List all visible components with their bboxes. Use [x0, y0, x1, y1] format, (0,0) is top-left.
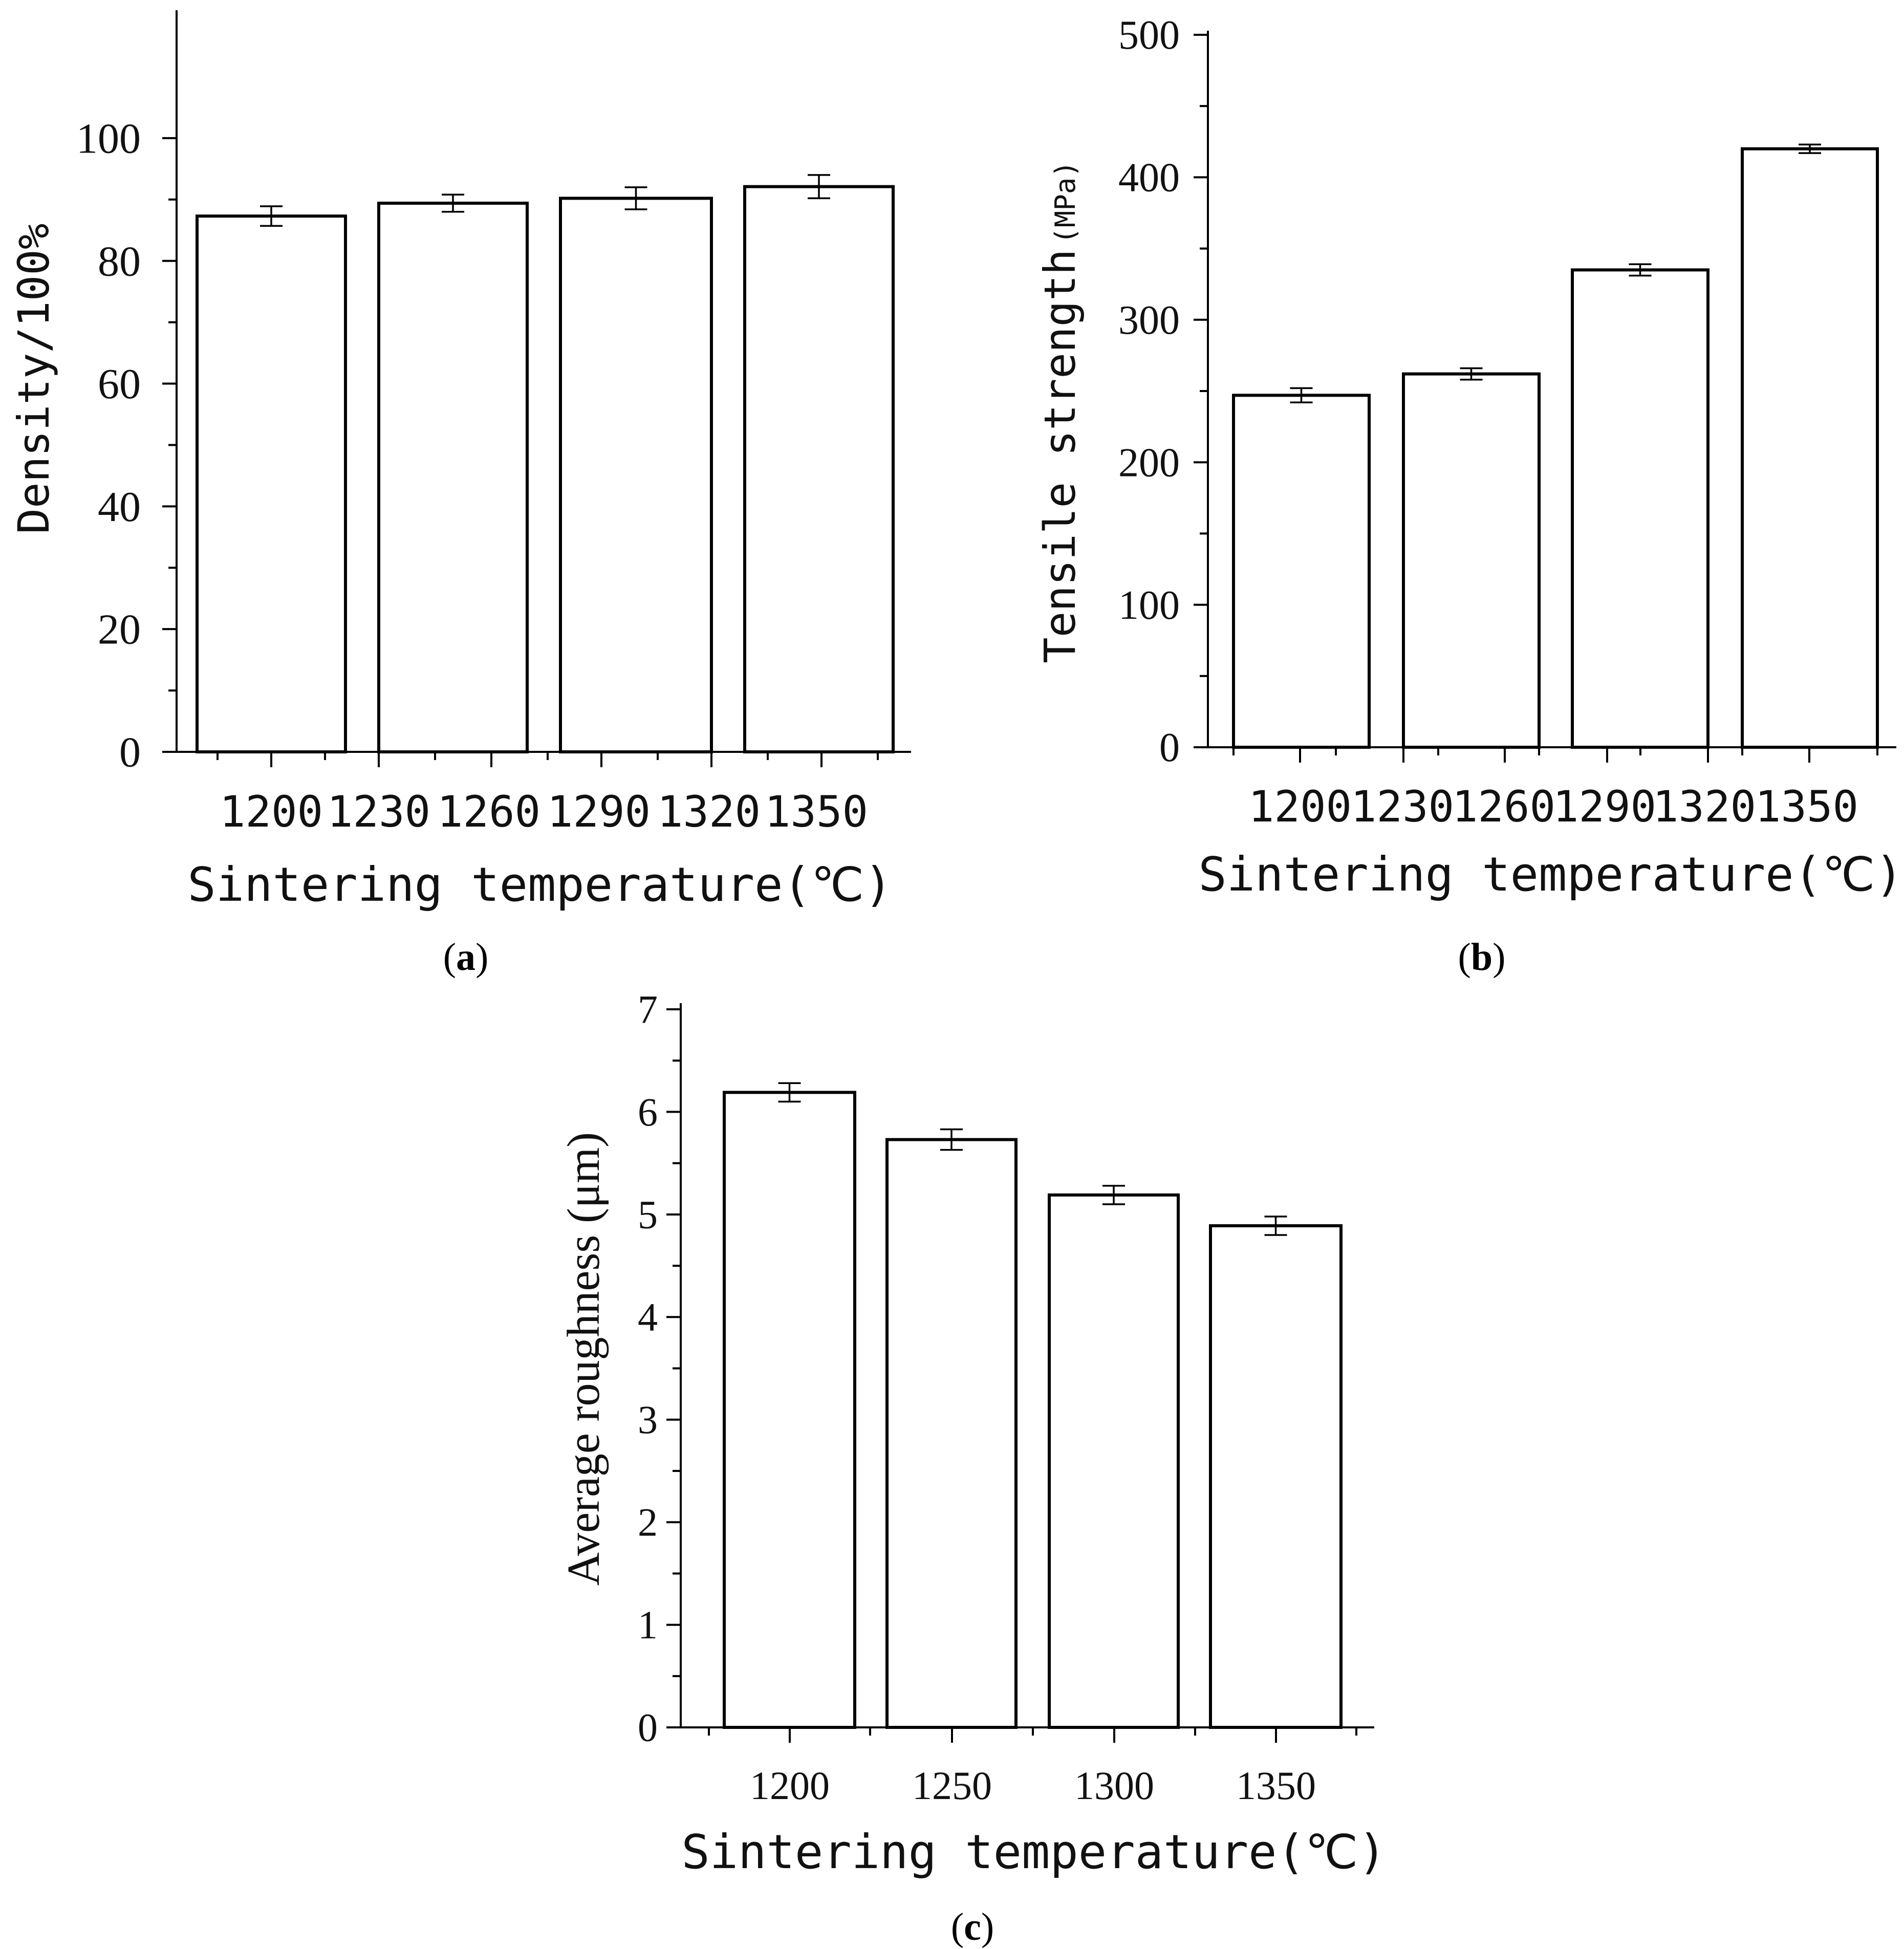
- panel-b-x-tick-label: 1320: [1653, 782, 1756, 832]
- panel-a-x-tick-label: 1260: [437, 787, 540, 837]
- panel-c-x-tick-label: 1250: [912, 1763, 992, 1808]
- panel-a-y-tick-label: 80: [98, 237, 141, 285]
- panel-b-y-tick-label: 500: [1118, 13, 1180, 58]
- panel-a-density-chart: 0 20 40 60 80 100 1200 1230 1260 1290 1320 1350 De…: [9, 10, 911, 979]
- panel-a-error-bar-1230: [442, 193, 464, 213]
- panel-c-y-tick-label: 3: [638, 1397, 658, 1442]
- panel-c-bar-1350: [1209, 1224, 1343, 1729]
- panel-c-caption-letter: c: [964, 1905, 981, 1948]
- panel-a-bar-1200: [196, 214, 347, 754]
- panel-c-bar-1200: [723, 1091, 856, 1729]
- panel-c-y-tick-label: 6: [638, 1090, 658, 1134]
- panel-c-roughness-chart: 0 1 2 3 4 5 6 7 1200 1250 1300 1350 Average roughn…: [558, 987, 1387, 1948]
- panel-a-error-bar-1260: [624, 186, 647, 210]
- panel-b-error-bar-1230: [1460, 367, 1483, 381]
- panel-c-error-bar-1200: [778, 1082, 801, 1103]
- panel-a-caption: (a): [443, 936, 489, 979]
- panel-b-caption: (b): [1458, 936, 1506, 979]
- panel-a-y-tick-label: 20: [98, 606, 141, 654]
- panel-c-y-axis-title: Average roughness (μm): [558, 1132, 609, 1586]
- panel-a-caption-letter: a: [456, 936, 475, 979]
- panel-c-caption: (c): [951, 1905, 994, 1948]
- panel-a-bar-1230: [377, 202, 529, 754]
- panel-c-error-bar-1350: [1264, 1216, 1287, 1236]
- panel-c-y-tick-label: 5: [638, 1192, 658, 1237]
- panel-a-x-tick-label: 1350: [765, 787, 868, 837]
- panel-b-x-tick-label: 1200: [1248, 782, 1352, 832]
- panel-b-x-axis-title: Sintering temperature(℃): [1198, 847, 1903, 902]
- panel-b-caption-letter: b: [1471, 936, 1492, 979]
- panel-b-bar-1290: [1741, 147, 1879, 749]
- panel-c-y-tick-label: 4: [638, 1295, 658, 1339]
- panel-a-x-axis-title: Sintering temperature(℃): [187, 857, 892, 912]
- panel-a-x-tick-label: 1200: [220, 787, 323, 837]
- panel-a-bar-1290: [743, 185, 895, 753]
- panel-b-bar-1230: [1402, 372, 1541, 749]
- panel-a-y-tick-label: 60: [98, 360, 141, 408]
- panel-b-error-bar-1290: [1799, 143, 1821, 154]
- panel-a-y-axis-title: Density/100%: [9, 224, 59, 534]
- panel-b-y-tick-label: 200: [1118, 440, 1180, 485]
- panel-b-y-tick-label: 100: [1118, 583, 1180, 628]
- panel-a-bar-1260: [559, 197, 713, 753]
- panel-c-x-tick-label: 1350: [1236, 1763, 1316, 1808]
- panel-a-error-bar-1200: [260, 205, 283, 227]
- panel-b-error-bar-1260: [1629, 263, 1652, 277]
- panel-c-error-bar-1250: [940, 1128, 963, 1151]
- panel-b-x-tick-label: 1350: [1755, 782, 1858, 832]
- panel-b-x-tick-label: 1230: [1351, 782, 1454, 832]
- panel-b-y-tick-label: 300: [1118, 298, 1180, 343]
- panel-a-x-tick-label: 1230: [327, 787, 430, 837]
- panel-c-y-tick-label: 0: [638, 1705, 658, 1750]
- panel-c-y-tick-label: 2: [638, 1500, 658, 1545]
- panel-c-x-tick-label: 1300: [1074, 1763, 1154, 1808]
- panel-a-y-tick-label: 100: [76, 115, 141, 162]
- panel-b-y-axis-unit: (MPa): [1049, 161, 1081, 244]
- panel-c-y-tick-label: 1: [638, 1602, 658, 1647]
- panel-b-y-axis-title: Tensile strength (MPa): [1035, 161, 1085, 663]
- panel-b-y-axis-title-text: Tensile strength: [1035, 249, 1085, 663]
- panel-b-x-tick-label: 1260: [1452, 782, 1555, 832]
- panel-a-y-tick-label: 0: [119, 729, 141, 776]
- panel-b-error-bar-1200: [1290, 387, 1313, 404]
- panel-a-x-tick-label: 1320: [657, 787, 761, 837]
- panel-a-x-tick-label: 1290: [547, 787, 651, 837]
- panel-b-y-tick-label: 400: [1118, 156, 1180, 201]
- panel-b-x-tick-label: 1290: [1553, 782, 1656, 832]
- panel-b-bar-1200: [1232, 394, 1371, 749]
- panel-c-bar-1300: [1048, 1193, 1180, 1729]
- panel-a-y-tick-label: 40: [98, 483, 141, 531]
- panel-c-bar-1250: [885, 1138, 1018, 1729]
- panel-c-x-tick-label: 1200: [750, 1763, 830, 1808]
- panel-a-error-bar-1290: [808, 174, 830, 200]
- panel-b-bar-1260: [1571, 268, 1710, 749]
- panel-c-y-tick-label: 7: [638, 987, 658, 1032]
- panel-c-x-axis-title: Sintering temperature(℃): [681, 1825, 1386, 1879]
- panel-b-y-tick-label: 0: [1159, 725, 1180, 770]
- panel-c-error-bar-1300: [1102, 1184, 1125, 1205]
- panel-b-tensile-chart: 0 100 200 300 400 500 12001230126012901320135…: [1035, 13, 1903, 979]
